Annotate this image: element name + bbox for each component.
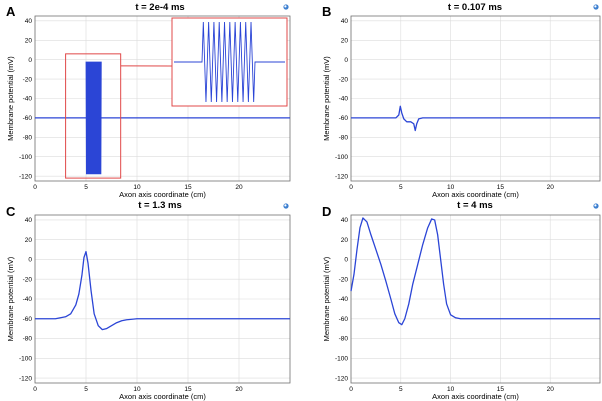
chart-title: t = 4 ms: [457, 200, 493, 211]
y-tick-label: -40: [339, 296, 349, 303]
data-series-line: [35, 250, 290, 331]
x-tick-label: 0: [33, 184, 37, 191]
x-axis-label: Axon axis coordinate (cm): [119, 392, 206, 401]
panel-label: D: [322, 204, 331, 219]
x-tick-label: 10: [447, 184, 455, 191]
y-tick-label: 0: [28, 57, 32, 64]
data-series-line: [351, 105, 600, 132]
panel-d: 0 5 10 15 20 40 20 0 -20 -40 -60 -80 -100 -120 Axon ax…: [322, 200, 601, 401]
settings-logo-icon: [593, 4, 599, 10]
chart-title: t = 1.3 ms: [138, 200, 182, 211]
y-tick-label: -120: [19, 375, 32, 382]
y-tick-label: -80: [23, 336, 33, 343]
y-tick-label: 20: [25, 237, 33, 244]
y-tick-label: 40: [341, 18, 349, 25]
stimulus-burst: [85, 61, 102, 175]
panel-label: A: [6, 4, 16, 19]
chart-title: t = 2e-4 ms: [135, 2, 184, 13]
plot-frame: [34, 214, 291, 384]
x-axis-label: Axon axis coordinate (cm): [432, 392, 519, 401]
y-tick-label: -40: [23, 296, 33, 303]
x-axis-label: Axon axis coordinate (cm): [432, 190, 519, 199]
y-tick-label: -60: [339, 115, 349, 122]
x-tick-label: 15: [497, 386, 505, 393]
y-tick-label: -120: [19, 173, 32, 180]
x-tick-label: 20: [547, 386, 555, 393]
y-tick-label: -20: [339, 276, 349, 283]
settings-logo-icon: [593, 203, 599, 209]
y-tick-label: -40: [339, 96, 349, 103]
y-axis-label: Membrane potential (mV): [322, 256, 331, 341]
zoom-inset-waveform: [174, 21, 285, 103]
x-axis-label: Axon axis coordinate (cm): [119, 190, 206, 199]
y-tick-label: -40: [23, 96, 33, 103]
y-axis-label: Membrane potential (mV): [6, 256, 15, 341]
data-series-line: [350, 217, 600, 326]
panel-label: C: [6, 204, 16, 219]
panel-b: 0 5 10 15 20 40 20 0 -20 -40 -60 -80 -100 -120 Axon ax…: [322, 2, 601, 199]
y-tick-label: 40: [341, 217, 349, 224]
y-tick-label: 0: [28, 257, 32, 264]
y-tick-label: -20: [23, 76, 33, 83]
y-tick-label: -60: [339, 316, 349, 323]
y-tick-label: -100: [335, 355, 348, 362]
panel-a: 0 5 10 15 20 40 20 0 -20 -40 -60 -80 -100 -120 Axon ax…: [6, 2, 291, 199]
plot-frame: [350, 214, 601, 384]
x-tick-label: 15: [184, 184, 192, 191]
x-tick-label: 5: [399, 184, 403, 191]
y-tick-label: -100: [19, 154, 32, 161]
y-axis-label: Membrane potential (mV): [6, 56, 15, 141]
y-tick-label: -20: [23, 276, 33, 283]
y-tick-label: 40: [25, 217, 33, 224]
y-tick-label: -100: [335, 154, 348, 161]
y-tick-label: -80: [339, 135, 349, 142]
y-tick-label: 20: [341, 37, 349, 44]
x-tick-label: 10: [133, 184, 141, 191]
y-tick-label: -80: [339, 336, 349, 343]
y-tick-label: -120: [335, 173, 348, 180]
y-tick-label: -80: [23, 135, 33, 142]
x-tick-label: 0: [349, 386, 353, 393]
panel-c: 0 5 10 15 20 40 20 0 -20 -40 -60 -80 -100 -120 Axon ax…: [6, 200, 291, 401]
x-tick-label: 20: [235, 386, 243, 393]
y-tick-label: 0: [344, 257, 348, 264]
plot-frame: [34, 15, 291, 182]
x-tick-label: 10: [447, 386, 455, 393]
y-tick-label: -20: [339, 76, 349, 83]
chart-title: t = 0.107 ms: [448, 2, 502, 13]
x-tick-label: 15: [497, 184, 505, 191]
x-tick-label: 0: [33, 386, 37, 393]
x-tick-label: 5: [84, 184, 88, 191]
x-tick-label: 10: [133, 386, 141, 393]
y-tick-label: 20: [25, 37, 33, 44]
y-tick-label: -60: [23, 115, 33, 122]
y-axis-label: Membrane potential (mV): [322, 56, 331, 141]
x-tick-label: 15: [184, 386, 192, 393]
panel-label: B: [322, 4, 331, 19]
x-tick-label: 5: [399, 386, 403, 393]
y-tick-label: -60: [23, 316, 33, 323]
x-tick-label: 20: [235, 184, 243, 191]
zoom-region-box: [65, 53, 122, 179]
y-tick-label: -100: [19, 355, 32, 362]
plot-frame: [350, 15, 601, 182]
y-tick-label: -120: [335, 375, 348, 382]
x-tick-label: 5: [84, 386, 88, 393]
y-tick-label: 0: [344, 57, 348, 64]
x-tick-label: 20: [547, 184, 555, 191]
x-tick-label: 0: [349, 184, 353, 191]
y-tick-label: 20: [341, 237, 349, 244]
y-tick-label: 40: [25, 18, 33, 25]
settings-logo-icon: [283, 203, 289, 209]
settings-logo-icon: [283, 4, 289, 10]
